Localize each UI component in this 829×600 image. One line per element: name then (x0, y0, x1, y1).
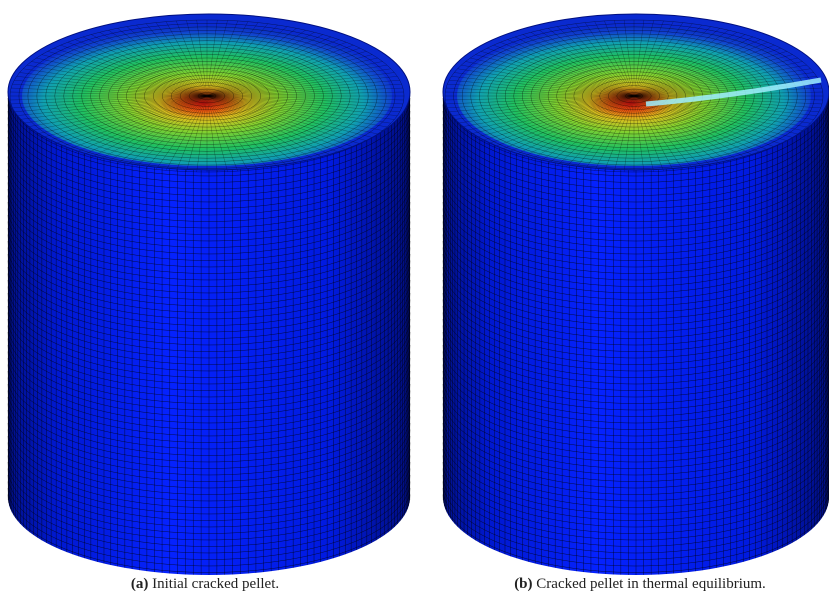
caption-b: (b) Cracked pellet in thermal equilibriu… (514, 576, 766, 592)
caption-label: (a) (131, 576, 149, 592)
caption-a: (a) Initial cracked pellet. (131, 576, 279, 592)
pellet-render-b (443, 14, 829, 575)
caption-text: Cracked pellet in thermal equilibrium. (536, 576, 766, 592)
caption-label: (b) (514, 576, 532, 592)
figure: (a) Initial cracked pellet. (b) Cracked … (0, 0, 829, 600)
caption-text: Initial cracked pellet. (152, 576, 279, 592)
pellet-render-a (8, 14, 410, 575)
